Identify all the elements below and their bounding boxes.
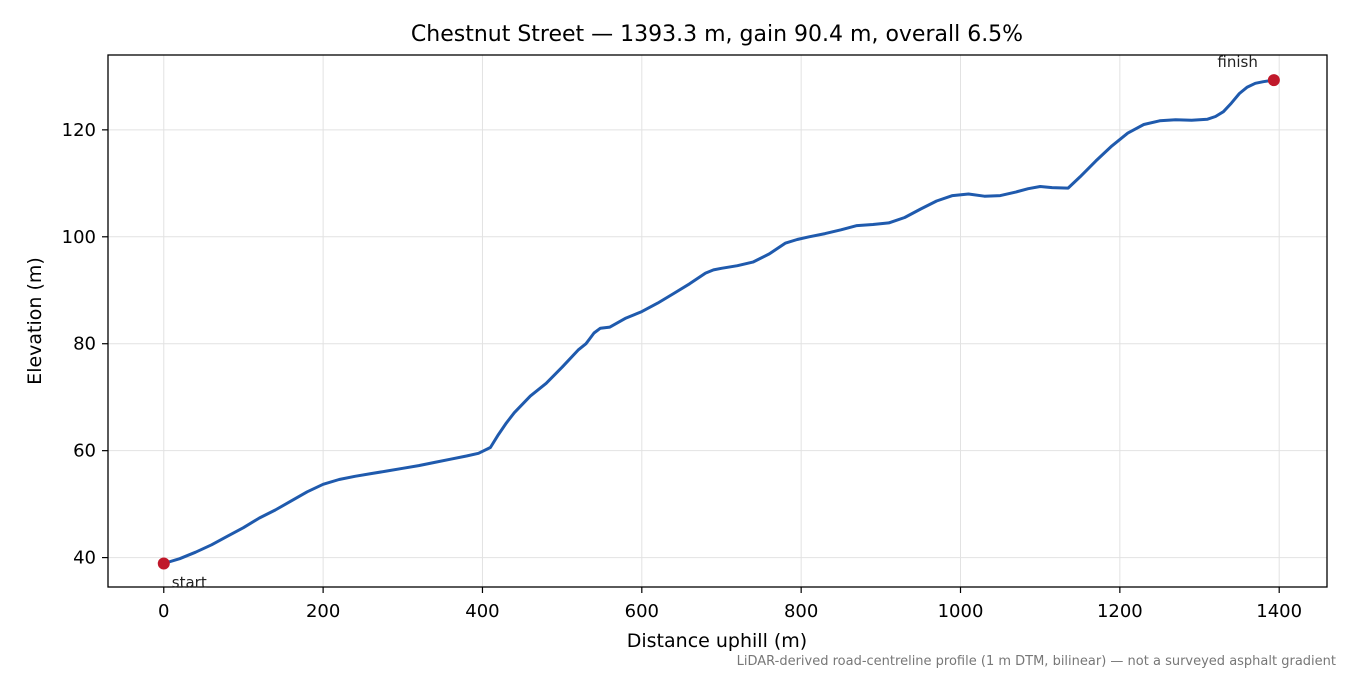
y-axis-title: Elevation (m) (24, 257, 46, 385)
x-tick-label: 600 (625, 601, 659, 622)
finish-point (1267, 74, 1280, 87)
chart-title: Chestnut Street — 1393.3 m, gain 90.4 m,… (411, 22, 1023, 47)
start-point (157, 557, 170, 570)
footnote: LiDAR-derived road-centreline profile (1… (737, 654, 1336, 669)
x-tick-label: 1000 (938, 601, 984, 622)
x-tick-label: 800 (784, 601, 818, 622)
plot-area-frame (107, 54, 1328, 588)
grid-lines (108, 55, 1327, 587)
elevation-line (162, 78, 1276, 565)
series-layer (162, 78, 1276, 565)
y-tick-label: 80 (73, 334, 96, 355)
y-tick-label: 60 (73, 441, 96, 462)
x-tick-label: 400 (465, 601, 499, 622)
finish-label: finish (1217, 53, 1257, 71)
y-tick-label: 100 (62, 227, 96, 248)
axis-ticks: 0 200 400 600 800 1000 1200 1400 40 60 80 100 120 (62, 120, 1302, 622)
y-tick-label: 120 (62, 120, 96, 141)
y-tick-label: 40 (73, 548, 96, 569)
endpoint-markers: start finish (157, 53, 1280, 591)
x-axis-title: Distance uphill (m) (627, 630, 807, 652)
x-tick-label: 1200 (1097, 601, 1143, 622)
x-tick-label: 1400 (1256, 601, 1302, 622)
start-label: start (172, 573, 207, 591)
x-tick-label: 0 (158, 601, 169, 622)
x-tick-label: 200 (306, 601, 340, 622)
